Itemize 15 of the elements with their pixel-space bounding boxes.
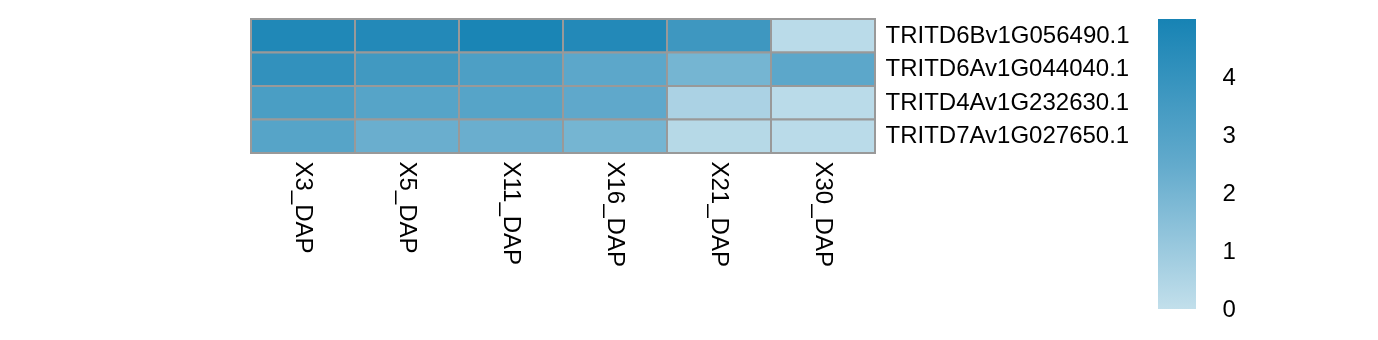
color-bar-label: 3 xyxy=(1222,120,1236,148)
x-tick-label: X11_DAP xyxy=(499,161,526,266)
y-tick-label: TRITD4Av1G232630.1 xyxy=(885,87,1130,115)
y-tick-label: TRITD6Av1G044040.1 xyxy=(885,54,1130,82)
color-bar-label: 2 xyxy=(1222,178,1236,206)
y-tick-label: TRITD6Bv1G056490.1 xyxy=(885,20,1130,48)
x-tick-label: X21_DAP xyxy=(707,161,734,267)
color-bar-label: 0 xyxy=(1222,294,1236,322)
color-bar-label: 4 xyxy=(1222,62,1236,90)
x-tick-label: X5_DAP xyxy=(395,161,422,254)
x-tick-label: X16_DAP xyxy=(603,161,630,267)
color-bar-label: 1 xyxy=(1222,236,1236,264)
x-tick-label: X3_DAP xyxy=(291,161,318,254)
y-tick-label: TRITD7Av1G027650.1 xyxy=(885,121,1130,149)
x-tick-label: X30_DAP xyxy=(811,161,838,267)
